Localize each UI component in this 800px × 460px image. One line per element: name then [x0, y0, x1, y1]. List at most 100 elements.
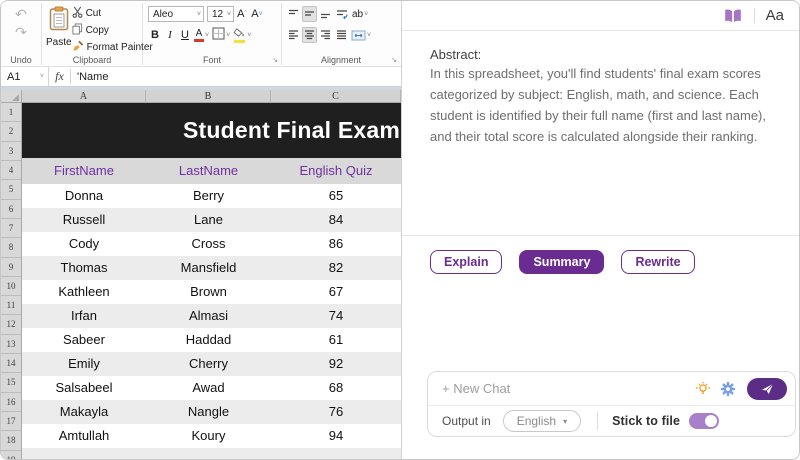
cell[interactable]: Cross [191, 236, 226, 251]
row-number[interactable]: 6 [1, 199, 21, 219]
select-all-corner[interactable] [1, 90, 22, 102]
cell[interactable]: 65 [328, 188, 344, 203]
sheet-title-cell[interactable]: Student Final Exam [22, 103, 401, 158]
merge-center-button[interactable]: ˅ [350, 27, 372, 43]
header-cell[interactable]: English Quiz [299, 163, 373, 179]
cell[interactable]: Cody [68, 236, 100, 251]
cell[interactable]: Nangle [187, 404, 230, 419]
cell[interactable]: 92 [328, 356, 344, 371]
fx-icon[interactable]: fx [49, 69, 71, 84]
suggestions-button[interactable] [695, 381, 711, 397]
align-center-button[interactable] [302, 27, 317, 43]
cell-name-box[interactable]: A1 ˅ [1, 67, 49, 86]
alignment-dialog-launcher-icon[interactable]: ↘ [391, 57, 397, 64]
row-number[interactable]: 2 [1, 122, 21, 142]
rewrite-button[interactable]: Rewrite [621, 250, 695, 274]
row-number[interactable]: 10 [1, 276, 21, 297]
align-left-button[interactable] [286, 27, 301, 43]
cell[interactable]: 68 [328, 380, 344, 395]
align-top-button[interactable] [286, 6, 301, 22]
row-number[interactable]: 5 [1, 180, 21, 200]
justify-button[interactable] [334, 27, 349, 43]
cell[interactable]: Sabeer [63, 332, 105, 347]
row-number[interactable]: 12 [1, 315, 21, 335]
row-number[interactable]: 13 [1, 334, 21, 355]
cell[interactable]: Koury [191, 428, 226, 443]
cell[interactable]: Amtullah [58, 428, 110, 443]
row-number[interactable]: 16 [1, 392, 21, 412]
column-header[interactable]: C [271, 90, 401, 102]
cell[interactable]: Emily [68, 356, 100, 371]
bold-button[interactable]: B [151, 29, 159, 41]
font-dialog-launcher-icon[interactable]: ↘ [272, 57, 278, 64]
stick-to-file-toggle[interactable] [689, 413, 720, 429]
underline-button[interactable]: U [181, 29, 189, 41]
cell[interactable]: Kathleen [58, 284, 110, 299]
copy-button[interactable]: Copy [72, 23, 153, 38]
cell[interactable]: Awad [192, 380, 225, 395]
cell[interactable]: Donna [64, 188, 104, 203]
send-button[interactable] [747, 377, 787, 400]
row-number[interactable]: 19 [1, 450, 21, 459]
summary-button[interactable]: Summary [519, 250, 605, 274]
cell[interactable]: Cherry [188, 356, 228, 371]
row-number[interactable]: 18 [1, 431, 21, 451]
cell[interactable]: 67 [328, 284, 344, 299]
cell[interactable]: 74 [328, 308, 344, 323]
explain-button[interactable]: Explain [430, 250, 503, 274]
row-number[interactable]: 15 [1, 373, 21, 393]
cell[interactable]: Lane [194, 212, 223, 227]
cell[interactable]: Irfan [70, 308, 97, 323]
shrink-font-button[interactable]: A ˅ [251, 8, 263, 20]
font-name-select[interactable]: Aleo ˅ [148, 6, 204, 22]
row-number[interactable]: 9 [1, 257, 21, 277]
settings-button[interactable] [720, 381, 736, 397]
header-cell[interactable]: LastName [178, 163, 239, 179]
row-number[interactable]: 1 [1, 103, 21, 123]
cell[interactable]: 61 [328, 332, 344, 347]
header-cell[interactable]: FirstName [54, 163, 114, 179]
column-header[interactable]: B [146, 90, 271, 102]
row-number[interactable]: 4 [1, 160, 21, 181]
row-number[interactable]: 17 [1, 412, 21, 432]
language-select[interactable]: English ▾ [502, 410, 582, 432]
row-number[interactable]: 3 [1, 141, 21, 161]
redo-icon[interactable]: ↷ [15, 24, 27, 40]
cell[interactable]: Salsabeel [55, 380, 113, 395]
cell[interactable]: 84 [328, 212, 344, 227]
row-number[interactable]: 11 [1, 296, 21, 316]
cell[interactable]: Almasi [188, 308, 228, 323]
cell[interactable]: Mansfield [180, 260, 237, 275]
column-header[interactable]: A [22, 90, 146, 102]
cell[interactable]: 82 [328, 260, 344, 275]
cell[interactable]: 94 [328, 428, 344, 443]
paste-button[interactable]: Paste [46, 4, 72, 55]
orientation-button[interactable]: ab ˅ [352, 8, 369, 20]
row-number[interactable]: 8 [1, 238, 21, 258]
row-number[interactable]: 14 [1, 354, 21, 374]
italic-button[interactable]: I [168, 29, 172, 41]
cell[interactable]: Berry [192, 188, 225, 203]
cell[interactable]: 76 [328, 404, 344, 419]
cell[interactable]: 86 [328, 236, 344, 251]
align-bottom-button[interactable] [318, 6, 333, 22]
cell[interactable]: Russell [62, 212, 106, 227]
undo-icon[interactable]: ↶ [15, 6, 27, 22]
font-size-select[interactable]: 12 ˅ [207, 6, 234, 22]
font-color-button[interactable]: A ˅ [193, 27, 210, 43]
align-right-button[interactable] [318, 27, 333, 43]
cell[interactable]: Makayla [59, 404, 109, 419]
cell[interactable]: Thomas [60, 260, 108, 275]
align-middle-button[interactable] [302, 6, 317, 22]
fill-color-button[interactable]: ˅ [232, 27, 252, 43]
borders-button[interactable]: ˅ [211, 27, 231, 43]
new-chat-input[interactable] [442, 381, 686, 396]
cell[interactable]: Brown [190, 284, 227, 299]
cell[interactable]: Haddad [185, 332, 232, 347]
row-number[interactable]: 7 [1, 218, 21, 239]
format-painter-button[interactable]: Format Painter [72, 40, 153, 55]
font-settings-button[interactable]: Aa [765, 7, 784, 24]
wrap-text-button[interactable] [334, 6, 350, 22]
cut-button[interactable]: Cut [72, 6, 153, 21]
